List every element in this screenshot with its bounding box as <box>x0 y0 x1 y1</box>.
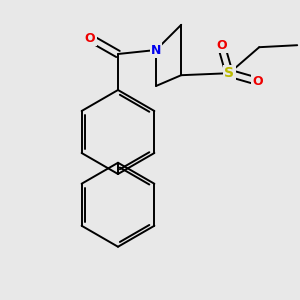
Text: N: N <box>151 44 161 56</box>
Text: O: O <box>216 39 226 52</box>
Text: O: O <box>85 32 95 44</box>
Text: O: O <box>252 75 262 88</box>
Text: S: S <box>224 66 234 80</box>
